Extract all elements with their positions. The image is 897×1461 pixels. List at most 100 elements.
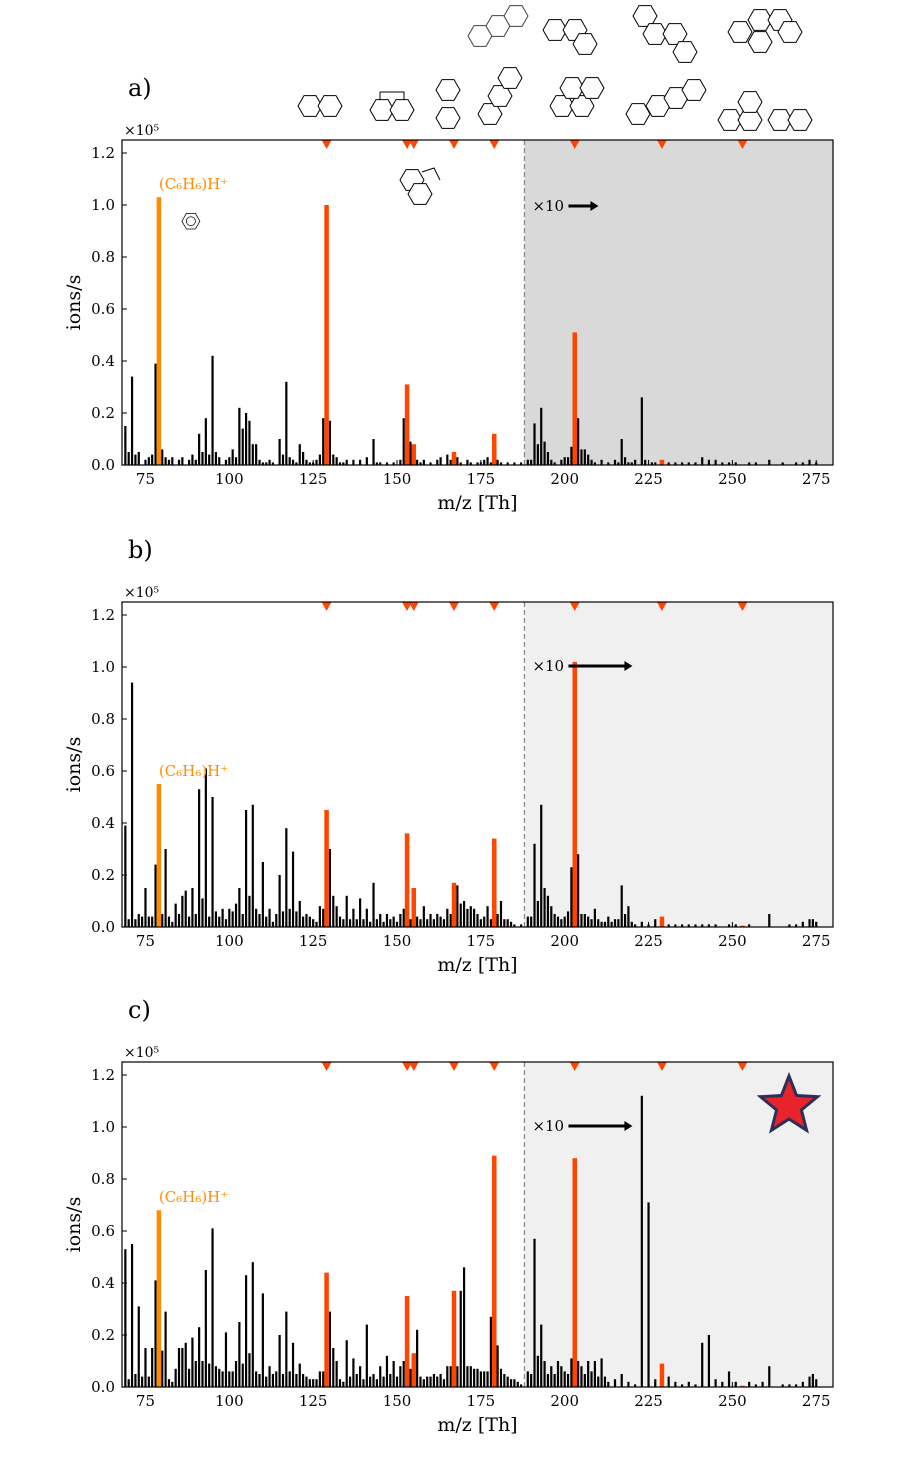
bar-mz-98 [221,1371,224,1387]
bar-mz-83 [171,457,174,465]
pah-marker-179 [489,140,500,149]
bar-mz-145 [379,462,382,465]
bar-mz-101 [231,449,234,465]
pah-marker-129 [321,602,332,611]
y-tick-label: 1.2 [91,1066,115,1084]
bar-mz-106 [248,1353,251,1387]
bar-mz-100 [228,908,231,927]
benzene-ring-shape [181,213,201,230]
bar-mz-265 [781,1384,784,1387]
bar-mz-220 [630,462,633,465]
x-tick-label: 75 [136,932,155,950]
bar-mz-90 [194,1361,197,1387]
bar-mz-197 [553,914,556,927]
pah-bar-mz-167 [451,452,457,465]
bar-mz-199 [560,919,563,927]
bar-mz-122 [302,1374,305,1387]
bar-mz-223 [640,921,643,927]
bar-mz-160 [429,1376,432,1387]
bar-mz-80 [161,914,164,927]
bar-mz-124 [308,1379,311,1387]
bar-mz-83 [171,1381,174,1387]
bar-mz-71 [130,682,134,927]
bar-mz-120 [295,1374,298,1387]
pah-bar-mz-179 [492,1155,497,1387]
bar-mz-177 [486,906,489,927]
bar-mz-156 [416,916,419,927]
pah-bar-mz-153 [404,833,410,927]
bar-mz-96 [214,452,218,465]
bar-mz-124 [308,916,311,927]
bar-mz-208 [590,919,593,927]
bar-mz-116 [281,911,285,927]
bar-mz-126 [315,921,318,927]
x-tick-label: 250 [718,470,747,488]
pah-bar-mz-229 [659,459,665,465]
bar-mz-171 [466,908,469,927]
bar-mz-132 [335,906,338,927]
bar-mz-178 [489,462,493,465]
y-tick-label: 0.4 [91,814,115,832]
bar-mz-245 [714,924,717,927]
benzene-ring-icon [181,213,201,230]
star-icon [756,1071,822,1134]
bar-mz-99 [224,1332,228,1387]
bar-mz-261 [768,914,771,927]
bar-mz-132 [335,457,338,465]
bar-mz-206 [583,914,586,927]
bar-mz-121 [298,901,301,927]
x-tick-label: 200 [550,932,579,950]
panel-c: (C₆H₆)H⁺ ×10 75 100 125 150 175 200 225 250 275 0.0… [63,996,834,1436]
bar-mz-221 [634,1384,637,1387]
bar-mz-210 [597,1376,600,1387]
bar-mz-95 [211,1228,214,1387]
bar-mz-89 [191,454,194,465]
bar-mz-194 [543,888,546,927]
pah-marker-253 [737,602,748,611]
bar-mz-271 [801,1381,804,1387]
bar-mz-269 [795,462,798,465]
bar-mz-86 [181,1348,184,1387]
bar-mz-255 [748,1381,751,1387]
bar-mz-247 [721,1381,724,1387]
bar-mz-160 [429,462,432,465]
panel-label: c) [128,996,151,1024]
bar-mz-261 [768,1366,771,1387]
bar-mz-78 [154,864,157,927]
bar-mz-197 [553,462,556,465]
bar-mz-212 [603,1376,607,1387]
bar-mz-166 [449,914,452,927]
bar-mz-184 [509,921,513,927]
y-axis-label: ions/s [63,275,85,331]
pah-marker-253 [737,140,748,149]
bar-mz-81 [164,457,167,465]
bar-mz-133 [338,1379,342,1387]
bar-mz-217 [620,885,623,927]
bar-mz-90 [194,459,197,465]
bar-mz-149 [392,1361,395,1387]
bar-mz-116 [281,1374,285,1387]
bar-mz-219 [627,462,630,465]
bar-mz-191 [533,423,536,465]
y-tick-label: 1.0 [91,1118,115,1136]
bar-mz-130 [328,420,332,465]
bar-mz-217 [620,439,623,465]
bar-mz-114 [275,1371,278,1387]
bar-mz-225 [647,1202,650,1387]
bar-mz-227 [654,1379,657,1387]
bar-mz-98 [221,908,224,927]
bar-mz-265 [781,462,784,465]
bar-mz-81 [164,849,167,927]
bar-mz-92 [201,1361,204,1387]
pah-marker-155 [408,602,419,611]
y-tick-label: 0.6 [91,300,115,318]
bar-mz-209 [593,1361,596,1387]
pah-bar-mz-153 [404,384,410,465]
bar-mz-166 [449,459,452,465]
bar-mz-157 [419,1376,422,1387]
bar-mz-74 [141,1376,144,1387]
bar-mz-172 [469,906,472,927]
y-tick-label: 0.8 [91,248,115,266]
bar-mz-184 [509,1379,513,1387]
bar-mz-174 [476,914,479,927]
